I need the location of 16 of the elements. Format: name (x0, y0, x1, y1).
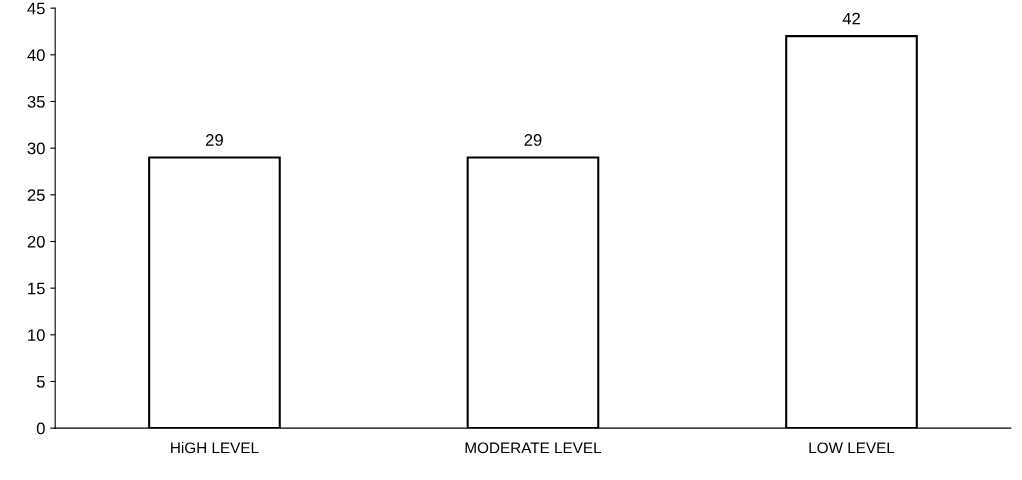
y-tick-label: 35 (27, 95, 45, 108)
y-tick-label: 20 (27, 235, 45, 248)
x-tick-label: LOW LEVEL (809, 442, 895, 454)
y-tick-label: 0 (36, 422, 45, 435)
x-tick-label: HiGH LEVEL (171, 442, 259, 454)
data-label: 29 (524, 134, 542, 146)
x-tick-label: MODERATE LEVEL (465, 442, 602, 454)
y-tick-label: 15 (28, 282, 45, 295)
y-tick-label: 40 (27, 49, 45, 62)
y-tick-label: 5 (36, 376, 45, 388)
data-label: 29 (206, 134, 223, 146)
y-tick-label: 30 (27, 142, 45, 155)
y-tick-label: 25 (27, 189, 45, 202)
y-tick-label: 45 (27, 2, 45, 15)
data-label: 42 (842, 12, 860, 25)
y-tick-label: 10 (28, 329, 45, 342)
